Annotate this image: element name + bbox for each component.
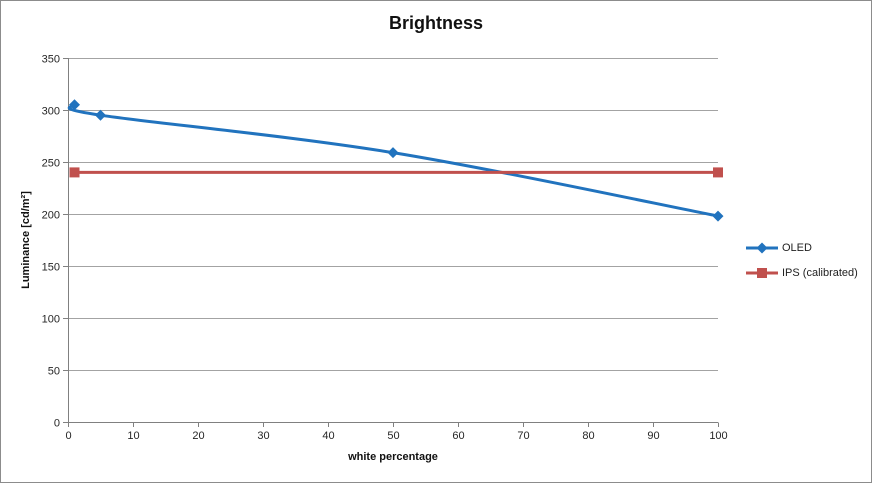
marker-ips-calibrated [69,167,80,178]
x-tick-label: 90 [647,430,659,442]
x-tick-label: 50 [387,430,399,442]
ips-line-marker-icon [746,268,778,278]
y-tick-label: 350 [42,54,60,66]
x-tick-label: 10 [127,430,139,442]
marker-oled [69,99,80,111]
y-tick-label: 50 [48,366,60,378]
legend-item-ips: IPS (calibrated) [745,266,858,280]
y-axis-title: Luminance [cd/m²] [20,191,32,289]
x-tick-label: 100 [709,430,727,442]
marker-oled [95,109,106,121]
marker-oled [387,147,399,159]
legend-label-ips: IPS (calibrated) [782,267,858,279]
legend-item-oled: OLED [745,241,858,255]
y-tick-label: 100 [42,314,60,326]
x-tick-label: 20 [192,430,204,442]
y-tick-label: 150 [42,262,60,274]
marker-ips-calibrated [713,167,723,178]
legend-label-oled: OLED [782,242,812,254]
y-tick-label: 0 [54,418,60,430]
series-line-oled [67,103,720,218]
x-axis-title: white percentage [348,451,438,463]
x-tick-label: 40 [322,430,334,442]
x-tick-label: 80 [582,430,594,442]
oled-line-marker-icon [746,242,778,254]
y-tick-label: 300 [42,106,60,118]
y-tick-label: 250 [42,158,60,170]
x-tick-label: 30 [257,430,269,442]
y-tick-label: 200 [42,210,60,222]
marker-oled [712,210,724,222]
x-tick-label: 60 [452,430,464,442]
legend: OLED IPS (calibrated) [745,241,858,280]
x-tick-label: 70 [517,430,529,442]
chart-title: Brightness [388,13,484,33]
x-tick-label: 0 [65,430,71,442]
